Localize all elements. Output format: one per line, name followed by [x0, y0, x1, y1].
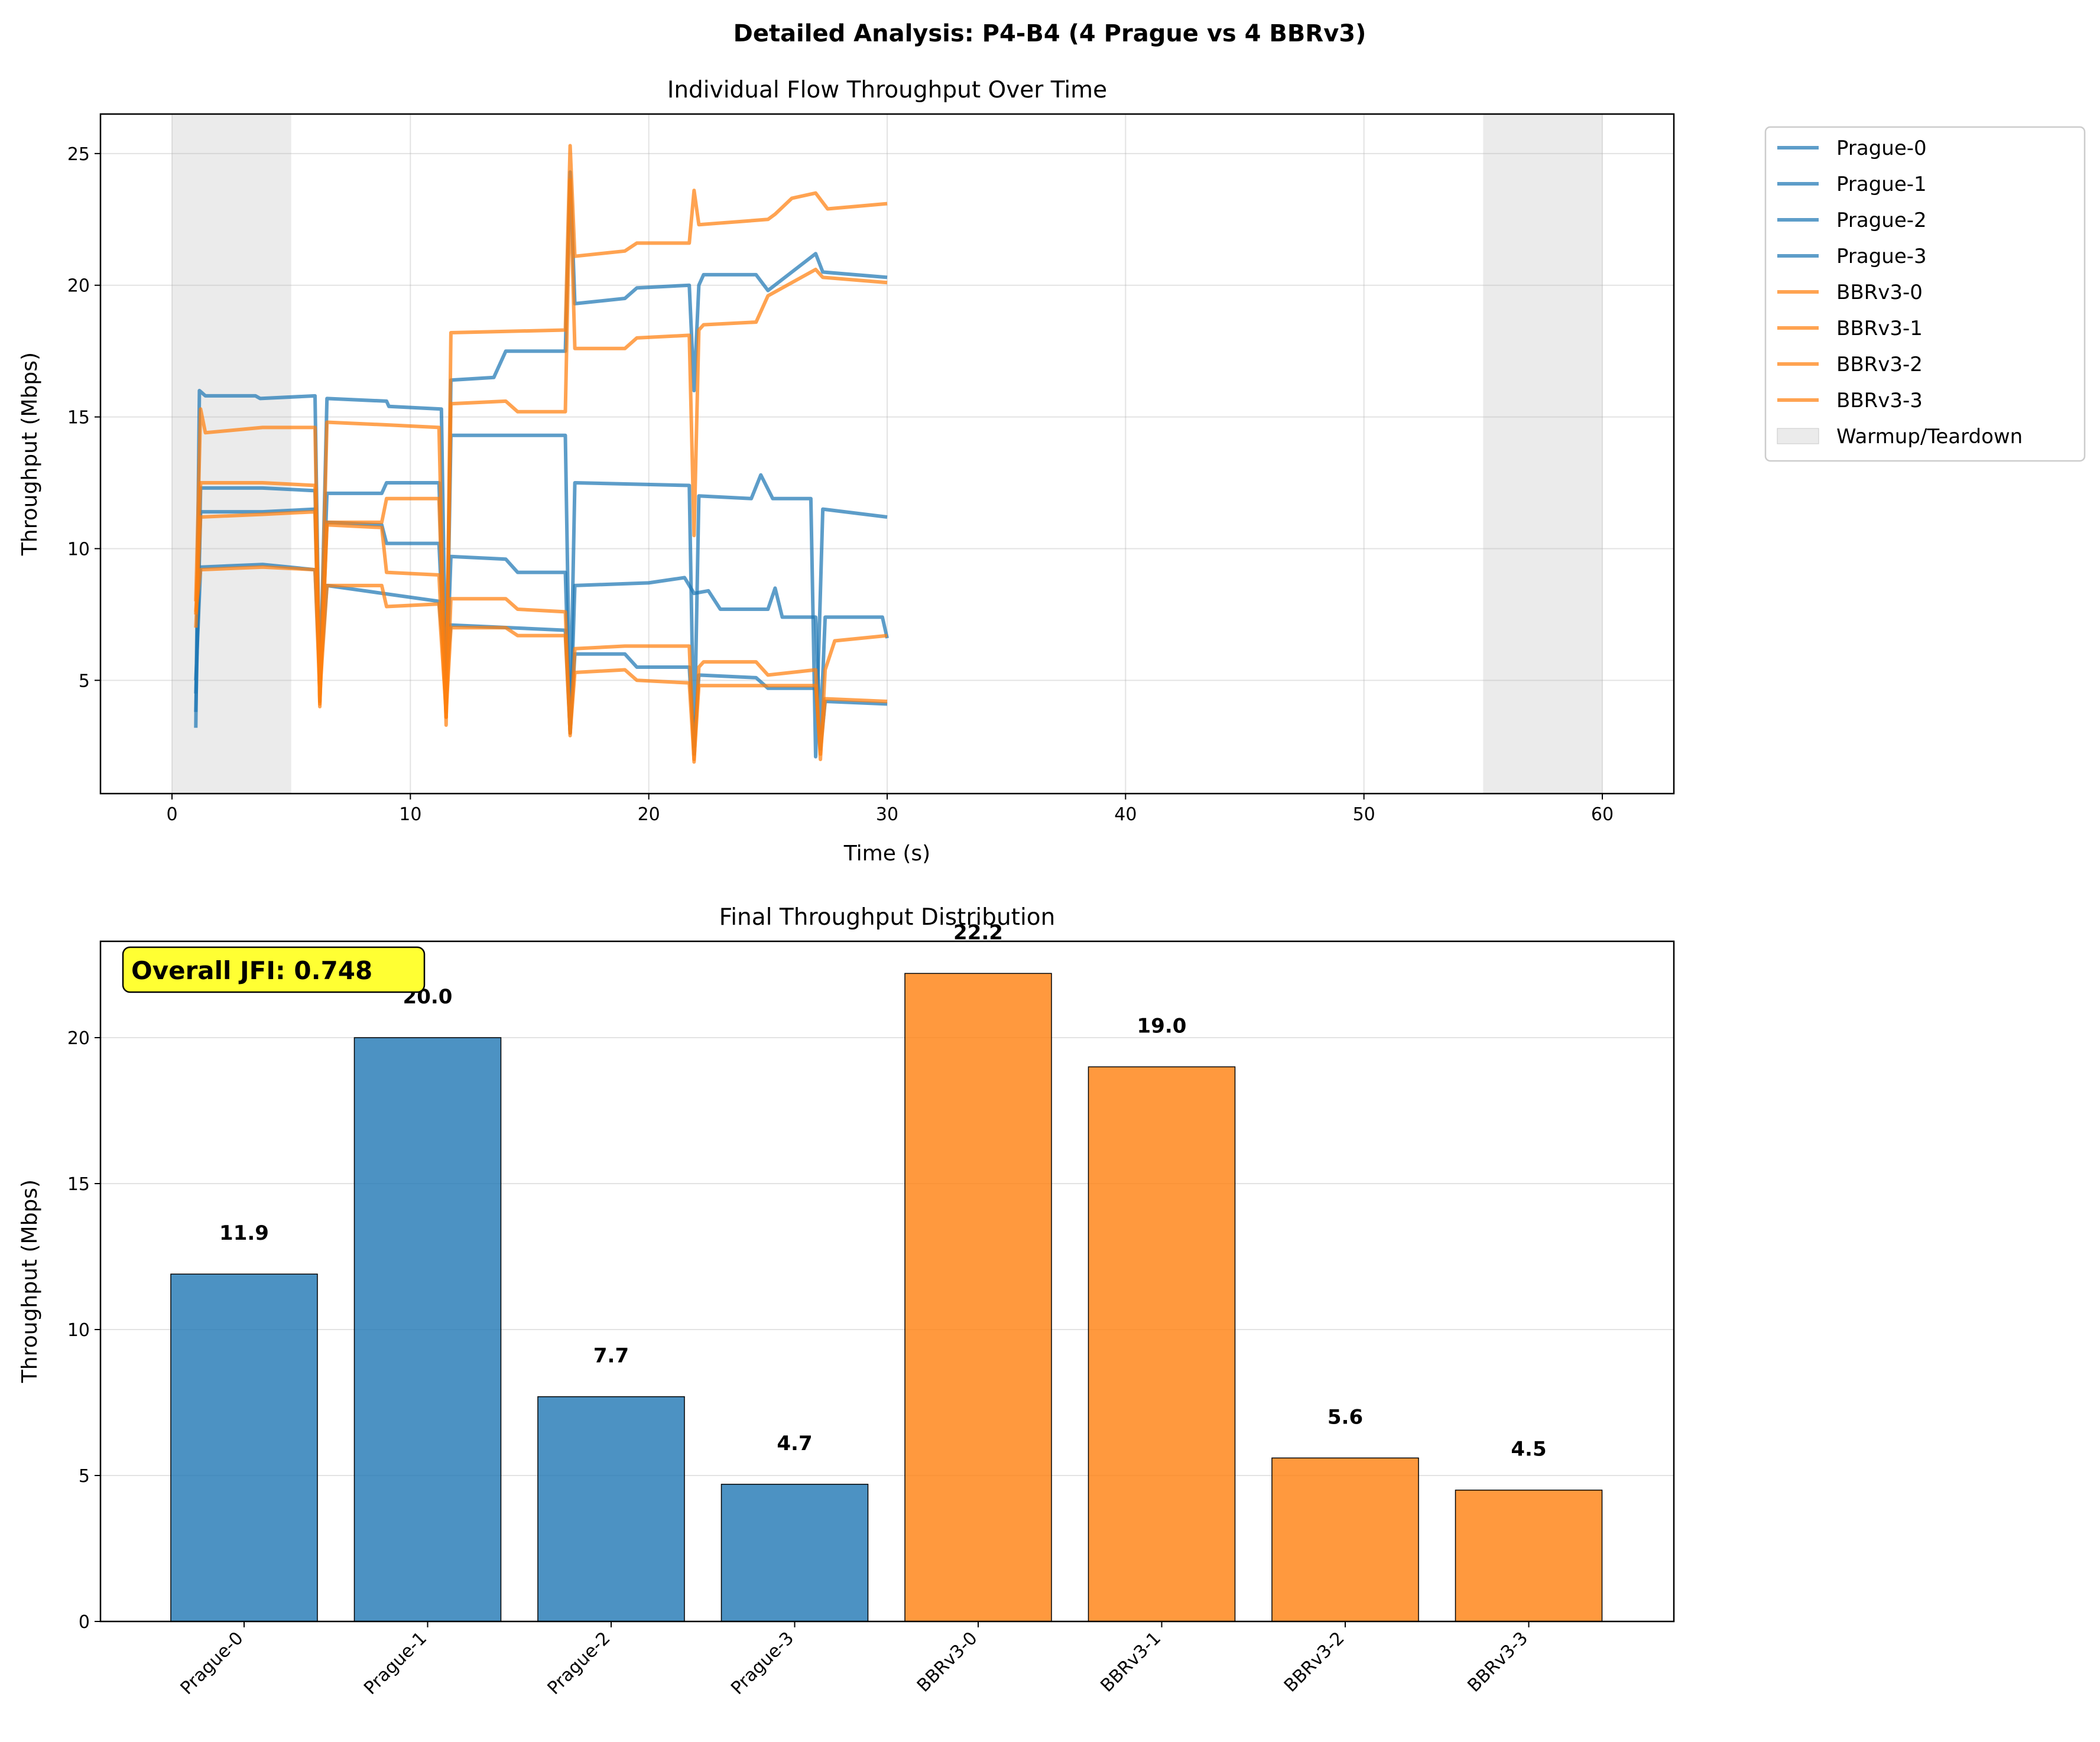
bar-chart-title: Final Throughput Distribution [719, 904, 1056, 931]
legend-label-prague-1: Prague-1 [1836, 173, 1927, 196]
jfi-annotation-box [122, 946, 426, 993]
y-tick-label-5: 5 [79, 671, 90, 691]
bar-y-tick-label-10: 10 [67, 1320, 90, 1341]
bar-value-label-bbrv3-2: 5.6 [1327, 1405, 1363, 1429]
y-tick-label-15: 15 [67, 408, 90, 428]
bar-y-tick-label-15: 15 [67, 1174, 90, 1195]
series-line-bbrv3-3 [194, 565, 888, 762]
legend-label-bbrv3-0: BBRv3-0 [1836, 281, 1923, 304]
figure-title: Detailed Analysis: P4-B4 (4 Prague vs 4 … [733, 20, 1367, 47]
line-chart-series [194, 144, 889, 764]
bar-chart-x-ticks: Prague-0 Prague-1 Prague-2 Prague-3 BBRv3-0 B… [177, 1621, 1532, 1699]
bar-chart-frame [99, 940, 1675, 1623]
line-chart-title: Individual Flow Throughput Over Time [667, 77, 1107, 103]
bar-bbrv3-0 [904, 973, 1052, 1622]
bar-bbrv3-1 [1088, 1066, 1236, 1622]
legend-box [1764, 126, 2086, 462]
bar-x-tick-label-bbrv3-3: BBRv3-3 [1463, 1628, 1532, 1696]
legend-label-prague-0: Prague-0 [1836, 136, 1927, 160]
bar-value-label-bbrv3-0: 22.2 [953, 921, 1003, 944]
series-line-prague-2 [194, 507, 889, 735]
x-tick-label-0: 0 [166, 804, 177, 825]
line-chart: 0 10 20 30 40 50 60 5 10 15 20 25 Individual Flow … [18, 77, 1675, 866]
legend-label-prague-3: Prague-3 [1836, 245, 1927, 268]
legend-label-bbrv3-1: BBRv3-1 [1836, 317, 1923, 340]
y-tick-label-10: 10 [67, 539, 90, 560]
bar-x-tick-label-prague-2: Prague-2 [544, 1628, 615, 1699]
series-line-prague-0 [194, 389, 888, 759]
series-line-prague-3 [194, 563, 888, 751]
bar-chart-value-labels: 11.920.07.74.722.219.05.64.5 [219, 921, 1547, 1461]
bar-chart: 11.920.07.74.722.219.05.64.5 Prague-0 Pra… [18, 904, 1675, 1699]
legend-label-prague-2: Prague-2 [1836, 209, 1927, 232]
legend: Prague-0 Prague-1 Prague-2 Prague-3 BBRv3-0 B… [1764, 126, 2086, 462]
legend-patch-warmup-teardown [1777, 428, 1819, 444]
bar-y-tick-label-0: 0 [79, 1612, 90, 1633]
bar-value-label-bbrv3-3: 4.5 [1511, 1438, 1546, 1461]
bar-chart-grid [100, 1037, 1674, 1622]
bar-prague-0 [170, 1273, 318, 1622]
line-chart-x-axis-label: Time (s) [843, 841, 930, 866]
legend-label-warmup-teardown: Warmup/Teardown [1836, 425, 2023, 448]
line-chart-y-ticks: 5 10 15 20 25 [67, 144, 100, 691]
jfi-annotation: Overall JFI: 0.748 [122, 946, 426, 993]
x-tick-label-60: 60 [1591, 804, 1614, 825]
series-line-bbrv3-0 [194, 144, 888, 727]
bar-y-tick-label-5: 5 [79, 1466, 90, 1487]
jfi-annotation-text: Overall JFI: 0.748 [131, 956, 372, 985]
bar-prague-2 [537, 1396, 685, 1622]
shaded-region-1 [1483, 114, 1602, 794]
line-chart-y-axis-label: Throughput (Mbps) [18, 352, 42, 556]
x-tick-label-30: 30 [876, 804, 898, 825]
line-chart-x-ticks: 0 10 20 30 40 50 60 [166, 794, 1614, 825]
x-tick-label-20: 20 [638, 804, 660, 825]
legend-label-bbrv3-3: BBRv3-3 [1836, 389, 1923, 412]
bar-prague-3 [720, 1484, 869, 1622]
bar-value-label-prague-2: 7.7 [593, 1344, 629, 1368]
bar-bbrv3-2 [1271, 1457, 1419, 1622]
bar-value-label-prague-3: 4.7 [777, 1432, 812, 1455]
bar-value-label-bbrv3-1: 19.0 [1137, 1014, 1187, 1038]
bar-x-tick-label-bbrv3-2: BBRv3-2 [1280, 1628, 1349, 1696]
bar-chart-y-axis-label: Throughput (Mbps) [18, 1179, 42, 1383]
bar-y-tick-label-20: 20 [67, 1028, 90, 1049]
bar-value-label-prague-0: 11.9 [219, 1221, 269, 1245]
bar-x-tick-label-prague-1: Prague-1 [360, 1628, 431, 1699]
shaded-regions [172, 114, 1602, 794]
bar-chart-bars [170, 973, 1603, 1622]
x-tick-label-50: 50 [1353, 804, 1375, 825]
bar-prague-1 [353, 1037, 502, 1622]
bar-bbrv3-3 [1455, 1489, 1603, 1622]
x-tick-label-40: 40 [1114, 804, 1137, 825]
line-chart-grid [100, 114, 1674, 794]
bar-chart-y-ticks: 0 5 10 15 20 [67, 1028, 100, 1633]
bar-x-tick-label-bbrv3-1: BBRv3-1 [1096, 1628, 1165, 1696]
y-tick-label-20: 20 [67, 276, 90, 297]
y-tick-label-25: 25 [67, 144, 90, 165]
shaded-region-0 [172, 114, 291, 794]
x-tick-label-10: 10 [399, 804, 421, 825]
bar-x-tick-label-bbrv3-0: BBRv3-0 [913, 1628, 982, 1696]
legend-label-bbrv3-2: BBRv3-2 [1836, 353, 1923, 376]
bar-x-tick-label-prague-3: Prague-3 [727, 1628, 798, 1699]
bar-x-tick-label-prague-0: Prague-0 [177, 1628, 248, 1699]
